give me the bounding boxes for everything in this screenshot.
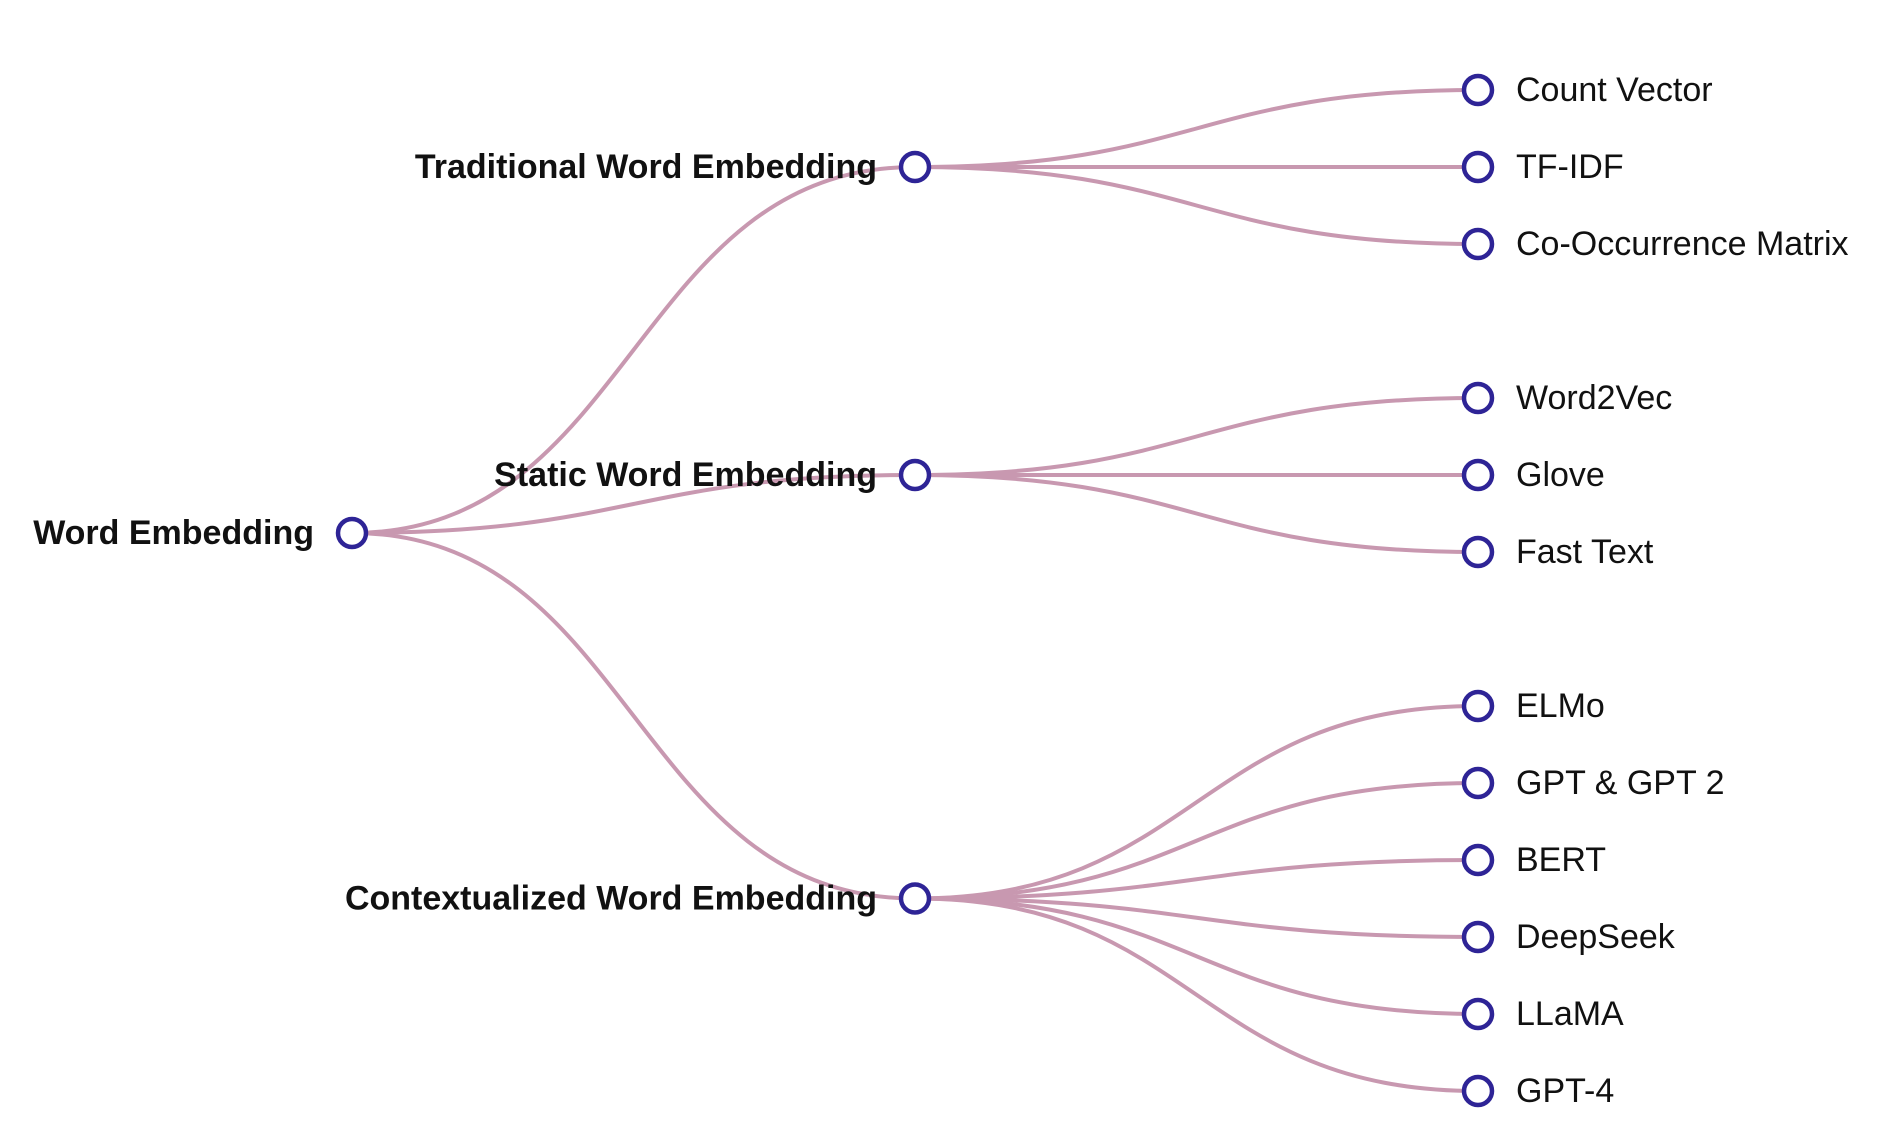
node-circle-icon[interactable]: [338, 519, 366, 547]
node-contextualized-word-embedding[interactable]: Contextualized Word Embedding: [345, 880, 929, 918]
node-label: Co-Occurrence Matrix: [1516, 225, 1849, 263]
node-elmo[interactable]: ELMo: [1464, 687, 1605, 725]
node-label: TF-IDF: [1516, 148, 1624, 186]
node-glove[interactable]: Glove: [1464, 456, 1605, 494]
node-circle-icon[interactable]: [1464, 692, 1492, 720]
node-label: Traditional Word Embedding: [415, 148, 877, 186]
node-circle-icon[interactable]: [1464, 923, 1492, 951]
link-traditional-word-embedding-to-count-vector: [915, 90, 1478, 167]
node-circle-icon[interactable]: [1464, 1000, 1492, 1028]
node-deepseek[interactable]: DeepSeek: [1464, 918, 1676, 956]
node-label: DeepSeek: [1516, 918, 1676, 956]
node-count-vector[interactable]: Count Vector: [1464, 71, 1713, 109]
node-gpt-and-gpt-2[interactable]: GPT & GPT 2: [1464, 764, 1724, 802]
node-label: Fast Text: [1516, 533, 1654, 571]
node-circle-icon[interactable]: [1464, 153, 1492, 181]
link-contextualized-word-embedding-to-gpt-4: [915, 899, 1478, 1092]
node-circle-icon[interactable]: [901, 885, 929, 913]
node-label: Word2Vec: [1516, 379, 1672, 417]
node-fast-text[interactable]: Fast Text: [1464, 533, 1654, 571]
node-circle-icon[interactable]: [1464, 846, 1492, 874]
node-label: Word Embedding: [33, 514, 314, 552]
node-label: GPT & GPT 2: [1516, 764, 1724, 802]
node-circle-icon[interactable]: [1464, 769, 1492, 797]
tree-links: [352, 90, 1478, 1091]
node-circle-icon[interactable]: [1464, 1077, 1492, 1105]
node-llama[interactable]: LLaMA: [1464, 995, 1624, 1033]
node-label: Contextualized Word Embedding: [345, 880, 877, 918]
node-word-embedding[interactable]: Word Embedding: [33, 514, 366, 552]
node-label: Static Word Embedding: [494, 456, 877, 494]
node-label: Count Vector: [1516, 71, 1713, 109]
node-traditional-word-embedding[interactable]: Traditional Word Embedding: [415, 148, 929, 186]
node-bert[interactable]: BERT: [1464, 841, 1606, 879]
node-label: ELMo: [1516, 687, 1605, 725]
node-co-occurrence-matrix[interactable]: Co-Occurrence Matrix: [1464, 225, 1849, 263]
link-static-word-embedding-to-fast-text: [915, 475, 1478, 552]
node-word2vec[interactable]: Word2Vec: [1464, 379, 1672, 417]
node-tf-idf[interactable]: TF-IDF: [1464, 148, 1624, 186]
node-label: Glove: [1516, 456, 1605, 494]
link-static-word-embedding-to-word2vec: [915, 398, 1478, 475]
node-circle-icon[interactable]: [901, 153, 929, 181]
node-circle-icon[interactable]: [1464, 230, 1492, 258]
node-label: BERT: [1516, 841, 1606, 879]
link-word-embedding-to-contextualized-word-embedding: [352, 533, 915, 899]
node-circle-icon[interactable]: [901, 461, 929, 489]
node-label: LLaMA: [1516, 995, 1624, 1033]
node-gpt-4[interactable]: GPT-4: [1464, 1072, 1614, 1110]
node-circle-icon[interactable]: [1464, 538, 1492, 566]
node-static-word-embedding[interactable]: Static Word Embedding: [494, 456, 929, 494]
link-traditional-word-embedding-to-co-occurrence-matrix: [915, 167, 1478, 244]
link-contextualized-word-embedding-to-elmo: [915, 706, 1478, 899]
node-circle-icon[interactable]: [1464, 384, 1492, 412]
tree-nodes: Word Embedding Traditional Word Embedding…: [33, 71, 1848, 1110]
node-circle-icon[interactable]: [1464, 461, 1492, 489]
node-circle-icon[interactable]: [1464, 76, 1492, 104]
node-label: GPT-4: [1516, 1072, 1614, 1110]
